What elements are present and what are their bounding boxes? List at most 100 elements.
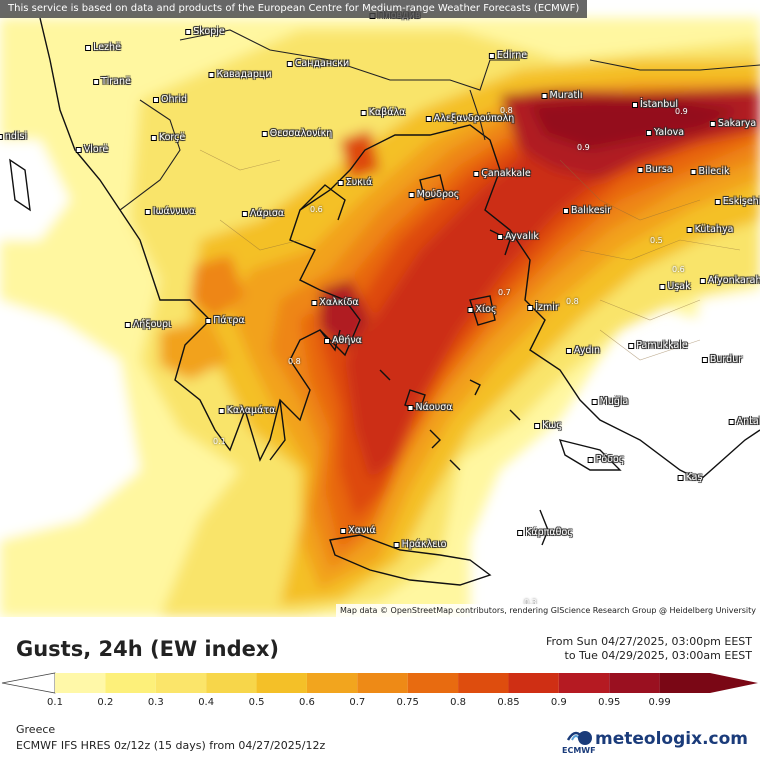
- city-label: Eskişehir: [714, 196, 760, 207]
- scale-bin: [306, 673, 358, 693]
- borders: [119, 29, 760, 211]
- city-name: Çanakkale: [481, 168, 531, 179]
- city-label: Κως: [534, 420, 562, 431]
- city-label: Кавадарци: [208, 69, 272, 80]
- map-title: Gusts, 24h (EW index): [16, 637, 279, 661]
- city-marker: [324, 337, 331, 344]
- city-label: Vlorë: [75, 144, 109, 155]
- city-label: Αθήνα: [324, 335, 362, 346]
- city-marker: [541, 92, 548, 99]
- city-name: Ρόδος: [595, 454, 625, 465]
- scale-bin: [558, 673, 610, 693]
- scale-bin: [407, 673, 459, 693]
- city-label: Antal: [728, 416, 760, 427]
- city-name: Burdur: [709, 354, 743, 365]
- city-marker: [0, 133, 3, 140]
- city-label: Κάρπαθος: [517, 527, 573, 538]
- city-label: Uşak: [659, 281, 691, 292]
- scale-bin: [155, 673, 207, 693]
- scale-tick: 0.3: [147, 697, 164, 708]
- isoline-value: 0.8: [566, 297, 579, 306]
- city-name: Tiranë: [101, 76, 131, 87]
- city-name: Αλεξανδρούπολη: [433, 113, 515, 124]
- city-name: Eskişehir: [722, 196, 760, 207]
- city-label: Kütahya: [686, 224, 733, 235]
- map-view[interactable]: Lezhë Tiranë Ohrid Korçë Vlorë ndisi Skopje Кав…: [0, 0, 760, 617]
- scale-bin: [256, 673, 307, 693]
- city-name: Sakarya: [717, 118, 757, 129]
- city-name: Uşak: [667, 281, 691, 292]
- city-marker: [408, 191, 415, 198]
- city-label: Lezhë: [85, 42, 121, 53]
- city-name: Bursa: [645, 164, 673, 175]
- city-marker: [677, 474, 684, 481]
- city-marker: [701, 356, 708, 363]
- city-name: ndisi: [4, 131, 28, 142]
- city-marker: [144, 208, 151, 215]
- isoline-value: 0.6: [310, 205, 323, 214]
- scale-bin: [508, 673, 559, 693]
- city-label: Μούδρος: [408, 189, 459, 200]
- scale-min-arrow: [1, 672, 56, 694]
- city-name: Сандански: [294, 58, 350, 69]
- city-label: Korçë: [150, 132, 186, 143]
- city-name: Skopje: [193, 26, 225, 37]
- city-name: Afyonkarahi: [707, 275, 760, 286]
- admin-boundaries: [199, 149, 741, 361]
- city-marker: [659, 283, 666, 290]
- scale-bin: [659, 673, 710, 693]
- city-name: Νάουσα: [415, 402, 453, 413]
- city-name: Yalova: [653, 127, 685, 138]
- scale-bin: [458, 673, 509, 693]
- city-marker: [218, 407, 225, 414]
- color-scale: [1, 672, 758, 694]
- city-name: İstanbul: [639, 99, 679, 110]
- city-label: Ηράκλειο: [393, 539, 446, 550]
- city-name: İzmir: [535, 302, 559, 313]
- isoline-value: 0.8: [500, 106, 513, 115]
- city-marker: [75, 146, 82, 153]
- scale-tick: 0.8: [450, 697, 467, 708]
- city-marker: [686, 226, 693, 233]
- city-marker: [311, 299, 318, 306]
- city-label: Χαλκίδα: [311, 297, 359, 308]
- city-label: Sakarya: [709, 118, 757, 129]
- gust-field: [0, 17, 760, 617]
- period-from: From Sun 04/27/2025, 03:00pm EEST: [545, 635, 752, 648]
- city-marker: [208, 71, 215, 78]
- city-label: Burdur: [701, 354, 743, 365]
- city-name: Ohrid: [160, 94, 188, 105]
- city-name: Καλαμάτα: [226, 405, 276, 416]
- city-name: Lezhë: [93, 42, 121, 53]
- city-label: Λήξουρι: [124, 319, 171, 330]
- city-name: Vlorë: [83, 144, 109, 155]
- city-marker: [185, 28, 192, 35]
- brand-logo[interactable]: meteologix.com: [578, 729, 748, 749]
- city-label: Καβάλα: [360, 107, 405, 118]
- scale-tick: 0.9: [550, 697, 567, 708]
- scale-tick: 0.75: [396, 697, 419, 708]
- isoline-value: 0.1: [213, 437, 226, 446]
- city-label: Bursa: [637, 164, 673, 175]
- city-marker: [337, 179, 344, 186]
- city-name: Λάρισα: [249, 208, 285, 219]
- city-label: Ιωάννινα: [144, 206, 195, 217]
- city-marker: [562, 207, 569, 214]
- isoline-value: 0.8: [288, 357, 301, 366]
- city-label: Αλεξανδρούπολη: [425, 113, 515, 124]
- attribution-top: This service is based on data and produc…: [0, 0, 588, 18]
- ecmwf-label: ECMWF: [562, 746, 596, 755]
- city-label: Balıkesir: [562, 205, 611, 216]
- city-name: Χανιά: [348, 525, 376, 536]
- city-marker: [286, 60, 293, 67]
- city-label: Χανιά: [340, 525, 376, 536]
- scale-tick: 0.2: [97, 697, 114, 708]
- region-label: Greece: [16, 723, 56, 736]
- city-label: Edirne: [488, 50, 527, 61]
- city-marker: [699, 277, 706, 284]
- scale-tick: 0.4: [198, 697, 215, 708]
- city-marker: [340, 527, 347, 534]
- attribution-bottom[interactable]: Map data © OpenStreetMap contributors, r…: [336, 604, 760, 617]
- city-name: Korçë: [158, 132, 186, 143]
- city-label: Aydın: [565, 345, 600, 356]
